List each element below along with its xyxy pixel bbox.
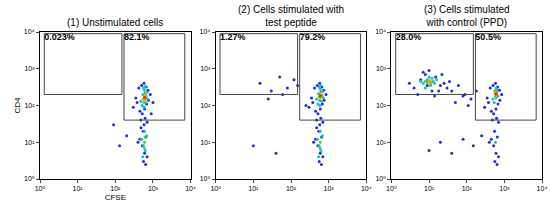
svg-text:0.023%: 0.023%: [44, 32, 75, 42]
svg-text:10⁰: 10⁰: [210, 185, 221, 192]
svg-text:10²: 10²: [286, 185, 297, 192]
svg-text:10⁴: 10⁴: [361, 185, 372, 192]
svg-text:10¹: 10¹: [24, 139, 35, 146]
svg-text:10⁰: 10⁰: [35, 185, 46, 192]
svg-text:10⁰: 10⁰: [386, 185, 397, 192]
svg-text:10¹: 10¹: [376, 139, 387, 146]
svg-text:10²: 10²: [462, 185, 473, 192]
svg-text:(2) Cells stimulated withtest: (2) Cells stimulated withtest peptide: [238, 4, 344, 28]
svg-text:10²: 10²: [200, 102, 211, 109]
svg-text:10¹: 10¹: [200, 139, 211, 146]
svg-text:79.2%: 79.2%: [300, 32, 326, 42]
svg-text:10⁴: 10⁴: [537, 185, 548, 192]
svg-text:10⁰: 10⁰: [24, 175, 35, 182]
svg-text:10²: 10²: [110, 185, 121, 192]
svg-text:CD4: CD4: [13, 97, 22, 114]
svg-text:10⁴: 10⁴: [200, 28, 211, 35]
svg-text:10¹: 10¹: [73, 185, 84, 192]
svg-text:82.1%: 82.1%: [124, 32, 150, 42]
svg-text:10³: 10³: [324, 185, 335, 192]
svg-text:10³: 10³: [376, 65, 387, 72]
svg-text:10³: 10³: [499, 185, 510, 192]
svg-text:10¹: 10¹: [248, 185, 259, 192]
svg-text:CFSE: CFSE: [105, 193, 126, 202]
svg-text:10²: 10²: [376, 102, 387, 109]
svg-text:10⁴: 10⁴: [185, 185, 196, 192]
svg-text:28.0%: 28.0%: [396, 32, 422, 42]
svg-text:10³: 10³: [148, 185, 159, 192]
svg-text:10¹: 10¹: [424, 185, 435, 192]
svg-text:1.27%: 1.27%: [220, 32, 246, 42]
svg-text:(1) Unstimulated cells: (1) Unstimulated cells: [67, 17, 163, 28]
svg-text:10³: 10³: [24, 65, 35, 72]
svg-text:(3) Cells stimulatedwith contr: (3) Cells stimulatedwith control (PPD): [424, 4, 510, 28]
svg-text:10²: 10²: [24, 102, 35, 109]
svg-text:10⁰: 10⁰: [375, 175, 386, 182]
svg-text:10⁰: 10⁰: [200, 175, 211, 182]
svg-text:10⁴: 10⁴: [24, 28, 35, 35]
svg-text:10⁴: 10⁴: [375, 28, 386, 35]
svg-text:50.5%: 50.5%: [475, 32, 501, 42]
svg-text:10³: 10³: [200, 65, 211, 72]
